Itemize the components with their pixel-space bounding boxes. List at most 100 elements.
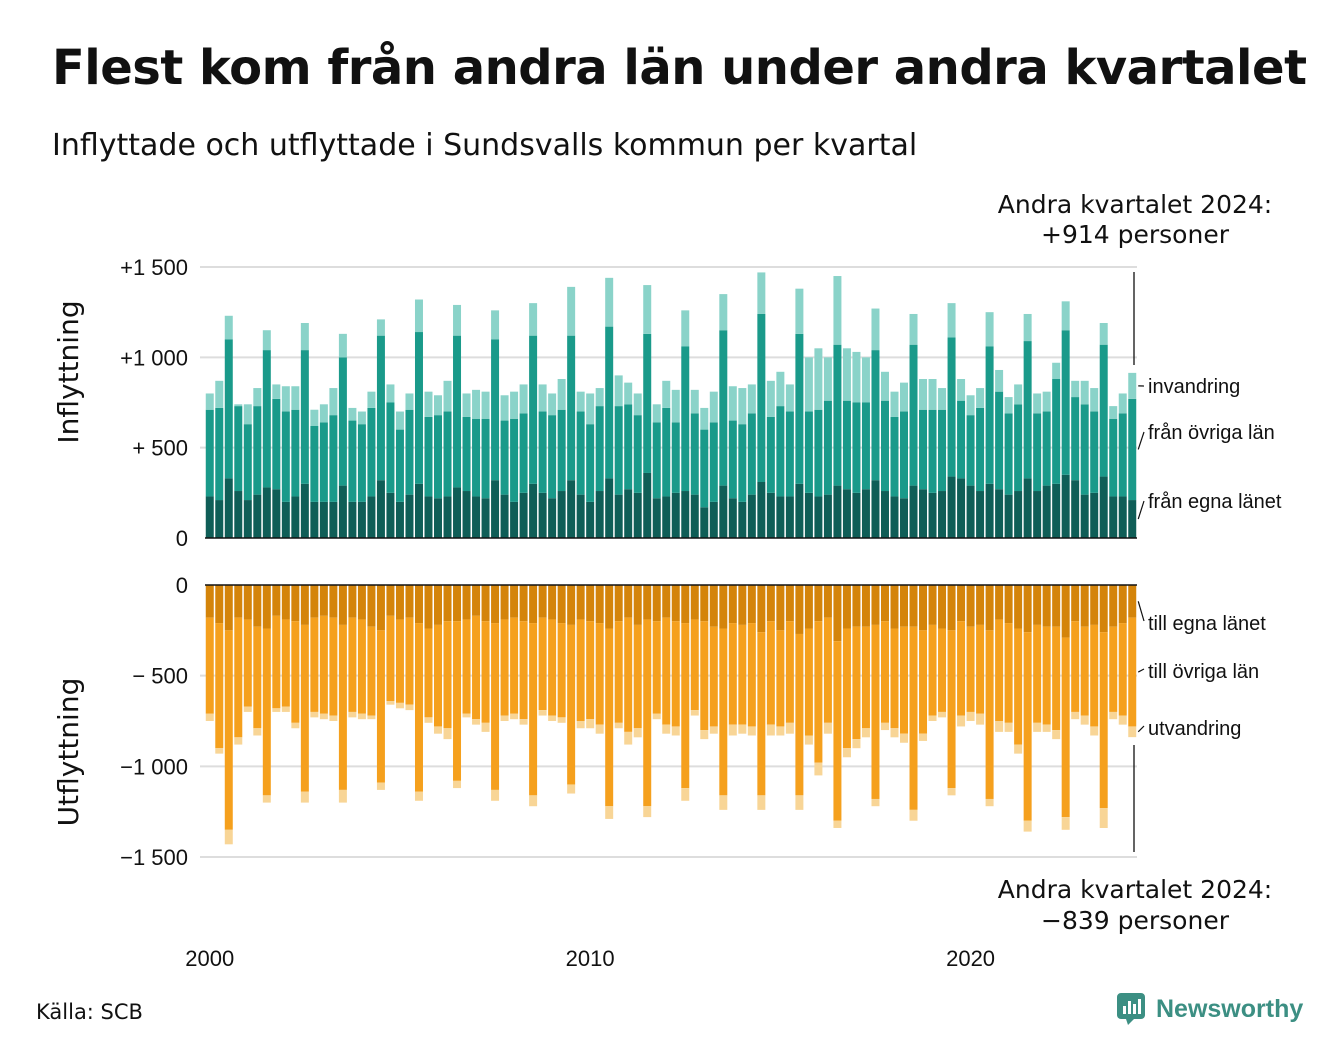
- brand-logo[interactable]: Newsworthy: [1116, 992, 1303, 1026]
- bar-out-ovriga: [281, 619, 290, 707]
- bar-out-utvandring: [1090, 726, 1099, 736]
- bar-in-egna: [976, 491, 985, 538]
- bar-out-ovriga: [624, 617, 633, 732]
- bar-out-utvandring: [310, 711, 319, 718]
- bar-in-invandring: [500, 395, 509, 421]
- bar-out-utvandring: [795, 795, 804, 810]
- bar-in-egna: [357, 501, 366, 538]
- bar-out-ovriga: [1080, 626, 1089, 716]
- bar-in-invandring: [281, 386, 290, 412]
- bar-out-utvandring: [557, 717, 566, 723]
- bar-out-utvandring: [938, 711, 947, 718]
- bar-in-ovriga: [472, 418, 481, 497]
- bar-in-egna: [300, 483, 309, 538]
- bar-in-invandring: [472, 389, 481, 419]
- bar-in-ovriga: [614, 406, 623, 495]
- bar-out-ovriga: [757, 632, 766, 796]
- bar-in-ovriga: [833, 344, 842, 486]
- bar-out-utvandring: [215, 748, 224, 754]
- bar-in-ovriga: [529, 335, 538, 484]
- bar-out-ovriga: [709, 626, 718, 727]
- bar-in-ovriga: [576, 411, 585, 495]
- bar-in-egna: [614, 494, 623, 538]
- bar-out-ovriga: [357, 619, 366, 714]
- bar-out-ovriga: [567, 624, 576, 785]
- series-leader-out: [1137, 601, 1145, 622]
- bar-in-ovriga: [842, 400, 851, 490]
- bar-in-invandring: [481, 391, 490, 419]
- bar-out-egna: [757, 585, 766, 633]
- bar-out-ovriga: [338, 624, 347, 790]
- bar-out-egna: [947, 585, 956, 631]
- bar-out-egna: [814, 585, 823, 622]
- bar-in-ovriga: [234, 406, 243, 492]
- bar-in-invandring: [919, 379, 928, 410]
- bar-out-utvandring: [919, 733, 928, 741]
- bar-in-ovriga: [281, 411, 290, 502]
- bar-in-egna: [643, 472, 652, 538]
- bar-out-utvandring: [747, 726, 756, 736]
- bar-out-ovriga: [890, 628, 899, 729]
- bar-out-ovriga: [690, 619, 699, 711]
- bar-in-ovriga: [1099, 344, 1108, 477]
- bar-out-ovriga: [1071, 621, 1080, 712]
- bar-in-ovriga: [947, 337, 956, 477]
- bar-out-egna: [681, 585, 690, 624]
- bar-in-invandring: [700, 407, 709, 430]
- bar-out-egna: [976, 585, 985, 625]
- bar-out-ovriga: [842, 628, 851, 749]
- bar-out-utvandring: [804, 735, 813, 745]
- bar-out-egna: [871, 585, 880, 625]
- bar-in-egna: [376, 480, 385, 538]
- bar-out-egna: [1109, 585, 1118, 627]
- bar-out-utvandring: [1109, 711, 1118, 720]
- bar-out-utvandring: [1042, 724, 1051, 732]
- bar-in-egna: [766, 492, 775, 538]
- y-tick-label-in: +1 500: [120, 255, 188, 280]
- bar-out-utvandring: [814, 762, 823, 776]
- bar-out-utvandring: [985, 798, 994, 807]
- bar-out-utvandring: [357, 713, 366, 720]
- annotation-in-line1: Andra kvartalet 2024:: [998, 190, 1272, 219]
- bar-in-ovriga: [795, 333, 804, 484]
- bar-in-invandring: [1118, 393, 1127, 414]
- bar-out-utvandring: [367, 715, 376, 720]
- bar-out-utvandring: [414, 791, 423, 801]
- bar-in-egna: [1061, 474, 1070, 538]
- chart-title: Flest kom från andra län under andra kva…: [52, 40, 1307, 96]
- bar-in-egna: [890, 496, 899, 538]
- bar-out-ovriga: [681, 623, 690, 789]
- bar-out-egna: [643, 585, 652, 620]
- bar-in-invandring: [624, 382, 633, 405]
- bar-in-ovriga: [329, 415, 338, 502]
- bar-in-ovriga: [338, 357, 347, 486]
- annotation-in-line2: +914 personer: [1041, 220, 1230, 249]
- bar-out-ovriga: [900, 626, 908, 734]
- bar-out-utvandring: [1052, 730, 1061, 740]
- bar-in-ovriga: [662, 407, 671, 497]
- bar-in-egna: [567, 480, 576, 538]
- bar-in-invandring: [900, 382, 908, 412]
- bar-in-egna: [405, 494, 414, 538]
- bar-in-ovriga: [719, 330, 728, 486]
- bar-in-egna: [424, 496, 433, 538]
- bar-in-egna: [719, 485, 728, 538]
- bar-out-utvandring: [1023, 820, 1032, 832]
- bar-out-ovriga: [671, 621, 680, 727]
- bar-out-utvandring: [995, 721, 1004, 732]
- bar-in-egna: [291, 496, 300, 538]
- bar-out-egna: [395, 585, 404, 620]
- bar-out-ovriga: [434, 624, 442, 727]
- bar-in-ovriga: [852, 402, 861, 493]
- bar-out-egna: [510, 585, 519, 618]
- bar-in-ovriga: [443, 411, 452, 497]
- bar-in-invandring: [957, 379, 966, 401]
- bar-in-ovriga: [510, 418, 519, 502]
- bar-in-egna: [652, 498, 661, 538]
- bar-out-egna: [652, 585, 661, 622]
- bar-in-egna: [272, 489, 281, 538]
- bar-in-egna: [472, 496, 481, 538]
- bar-in-egna: [880, 491, 889, 538]
- bar-out-utvandring: [386, 701, 395, 705]
- bar-in-egna: [938, 491, 947, 538]
